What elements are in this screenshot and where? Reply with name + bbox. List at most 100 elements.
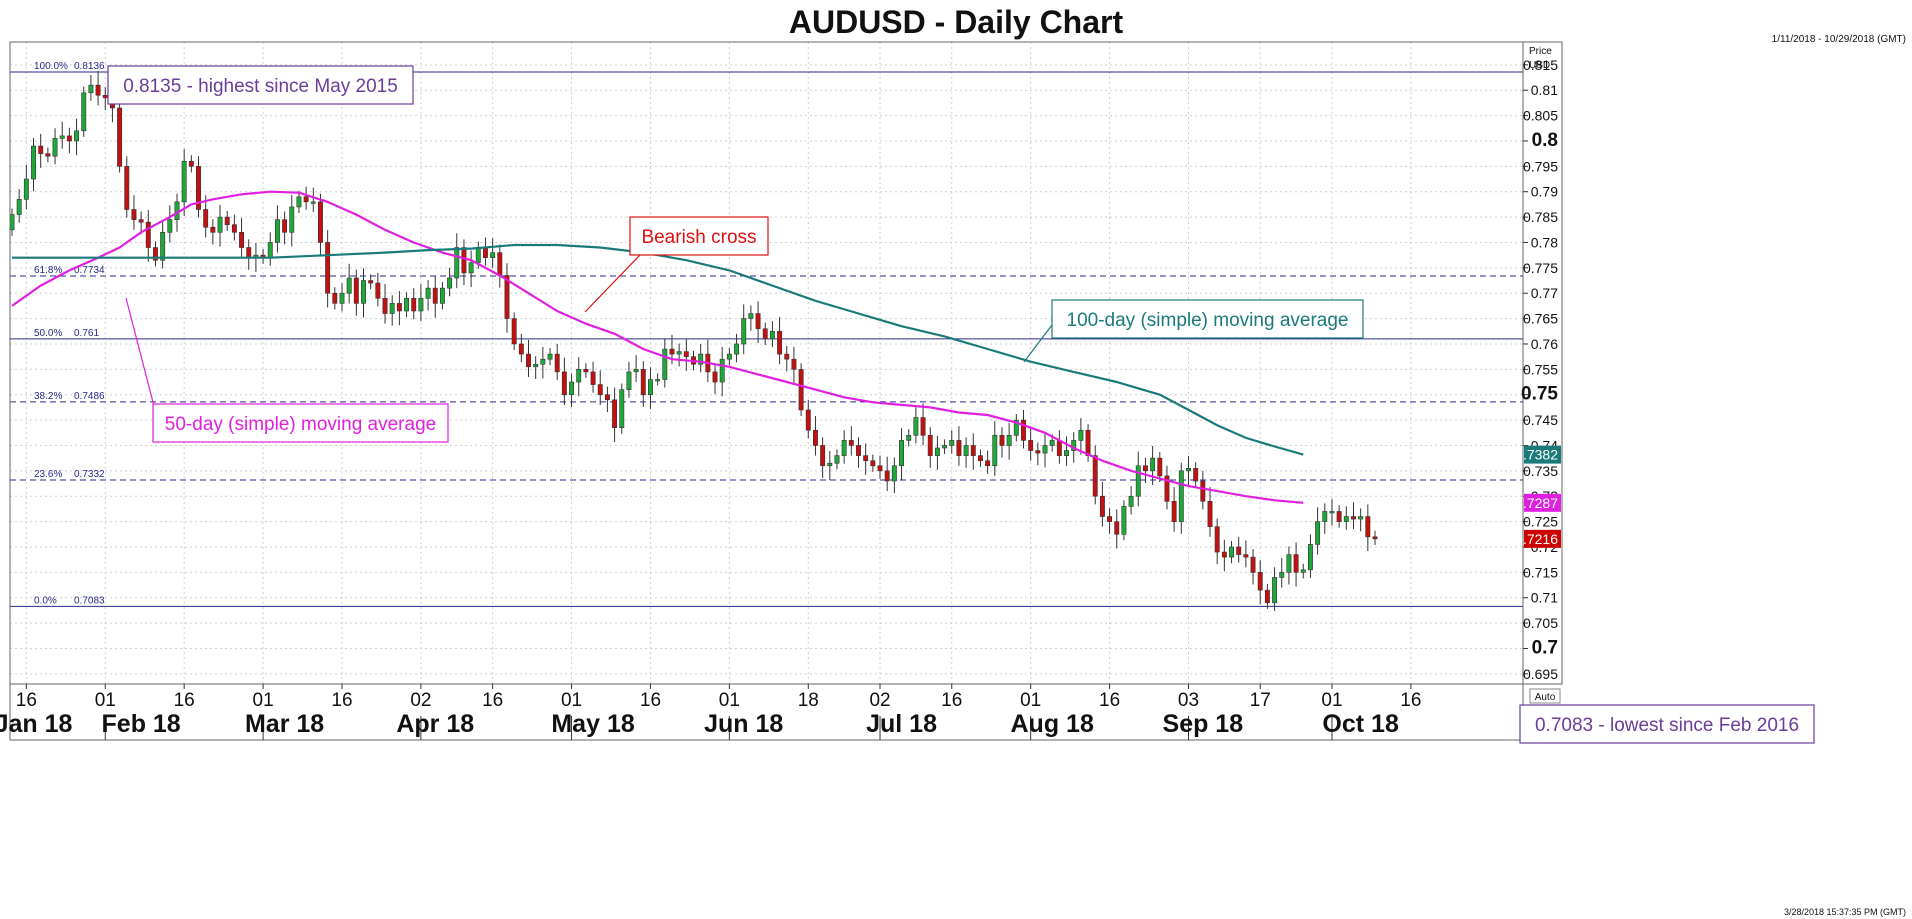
candle-down bbox=[153, 247, 158, 261]
candle-up bbox=[1178, 470, 1184, 522]
candle-down bbox=[188, 160, 194, 167]
candle-up bbox=[289, 206, 295, 233]
candle-up bbox=[1078, 429, 1084, 441]
xtick-day-label: 01 bbox=[1020, 690, 1041, 711]
candle-down bbox=[1257, 572, 1263, 591]
candle-down bbox=[38, 145, 44, 154]
ytick-label: 0.715 bbox=[1523, 564, 1558, 580]
candle-down bbox=[303, 196, 309, 203]
candle-up bbox=[339, 292, 345, 304]
candle-down bbox=[1114, 521, 1120, 535]
candle-down bbox=[597, 384, 603, 396]
xtick-month-label: Mar 18 bbox=[245, 710, 324, 738]
candle-down bbox=[1092, 455, 1098, 497]
xtick-day-label: 16 bbox=[482, 690, 503, 711]
candle-down bbox=[224, 216, 230, 226]
candle-up bbox=[74, 130, 80, 142]
candle-down bbox=[1243, 554, 1249, 558]
candle-down bbox=[762, 328, 768, 340]
candle-up bbox=[454, 247, 460, 279]
xtick-day-label: 16 bbox=[941, 690, 962, 711]
price-badge-label: 0.7382 bbox=[1515, 447, 1558, 463]
xtick-month-label: Jan 18 bbox=[0, 710, 73, 738]
candle-down bbox=[526, 353, 531, 368]
y-axis: PriceUSD0.6950.70.7050.710.7150.720.7250… bbox=[1515, 46, 1561, 704]
candle-up bbox=[949, 440, 955, 446]
x-axis: 16 01 16 01 16 02 16 01 16 01 18 02 16 01 16 03 17 01 16Ja… bbox=[0, 684, 1421, 740]
moving-averages bbox=[11, 190, 1304, 504]
xtick-day-label: 16 bbox=[1099, 690, 1120, 711]
candle-down bbox=[784, 353, 790, 360]
candle-down bbox=[640, 369, 646, 396]
ytick-label: 0.745 bbox=[1523, 412, 1558, 428]
ytick-label: 0.7 bbox=[1532, 637, 1558, 658]
candle-down bbox=[368, 280, 374, 284]
candle-down bbox=[755, 313, 761, 330]
xtick-month-label: Jul 18 bbox=[866, 710, 937, 738]
candle-up bbox=[626, 371, 632, 390]
ytick-label: 0.765 bbox=[1523, 311, 1558, 327]
candle-down bbox=[138, 219, 144, 223]
candle-down bbox=[1372, 536, 1378, 540]
plot-frame bbox=[9, 41, 1563, 741]
ytick-label: 0.815 bbox=[1523, 57, 1558, 73]
ytick-label: 0.695 bbox=[1523, 666, 1558, 682]
candle-up bbox=[1013, 419, 1019, 436]
candle-up bbox=[533, 363, 539, 368]
candle-up bbox=[769, 330, 775, 340]
candle-up bbox=[827, 462, 833, 467]
xtick-day-label: 01 bbox=[253, 690, 274, 711]
annotation-low-box bbox=[1519, 704, 1815, 744]
candle-down bbox=[1028, 440, 1034, 451]
xtick-day-label: 17 bbox=[1250, 690, 1271, 711]
candle-down bbox=[712, 371, 718, 383]
annotation-ma50-pointer bbox=[125, 297, 156, 411]
timestamp: 3/28/2018 15:37:35 PM (GMT) bbox=[1783, 907, 1906, 917]
candle-down bbox=[863, 455, 869, 461]
candle-down bbox=[1264, 589, 1270, 604]
candle-up bbox=[1358, 516, 1364, 520]
candle-up bbox=[1006, 435, 1012, 446]
candle-down bbox=[1351, 516, 1356, 520]
candle-down bbox=[1365, 516, 1371, 538]
candle-down bbox=[432, 287, 438, 304]
ytick-label: 0.735 bbox=[1523, 463, 1558, 479]
axis-unit-price: Price bbox=[1529, 46, 1552, 57]
annotations: 0.8135 - highest since May 2015 0.7083 - … bbox=[107, 65, 1815, 744]
candle-down bbox=[461, 247, 467, 274]
xtick-day-label: 02 bbox=[410, 690, 431, 711]
candle-down bbox=[798, 369, 804, 411]
ytick-label: 0.775 bbox=[1523, 260, 1558, 276]
xtick-day-label: 03 bbox=[1178, 690, 1199, 711]
ytick-label: 0.77 bbox=[1531, 285, 1558, 301]
auto-button bbox=[1529, 688, 1561, 704]
ytick-label: 0.76 bbox=[1531, 336, 1558, 352]
candle-up bbox=[1315, 521, 1321, 545]
candle-down bbox=[1056, 440, 1062, 456]
auto-label: Auto bbox=[1535, 692, 1556, 703]
candle-up bbox=[726, 353, 732, 360]
fib-pct-label: 38.2% bbox=[34, 391, 62, 402]
candle-up bbox=[1307, 544, 1313, 571]
fib-pct-label: 100.0% bbox=[34, 61, 68, 72]
candle-down bbox=[777, 330, 783, 355]
candle-down bbox=[884, 470, 890, 482]
candle-up bbox=[963, 445, 969, 456]
candle-up bbox=[274, 219, 280, 243]
xtick-day-label: 02 bbox=[869, 690, 890, 711]
candle-up bbox=[942, 445, 948, 449]
candle-down bbox=[282, 219, 288, 233]
candle-down bbox=[1035, 450, 1041, 454]
candle-down bbox=[1250, 556, 1256, 573]
candle-down bbox=[102, 94, 108, 99]
candle-down bbox=[604, 394, 610, 401]
candle-down bbox=[45, 153, 51, 157]
candle-up bbox=[655, 379, 661, 382]
candle-down bbox=[246, 247, 252, 258]
ytick-label: 0.785 bbox=[1523, 209, 1558, 225]
candle-down bbox=[554, 353, 560, 373]
candle-up bbox=[1186, 468, 1191, 472]
candle-down bbox=[999, 435, 1005, 446]
candle-down bbox=[1207, 500, 1213, 527]
